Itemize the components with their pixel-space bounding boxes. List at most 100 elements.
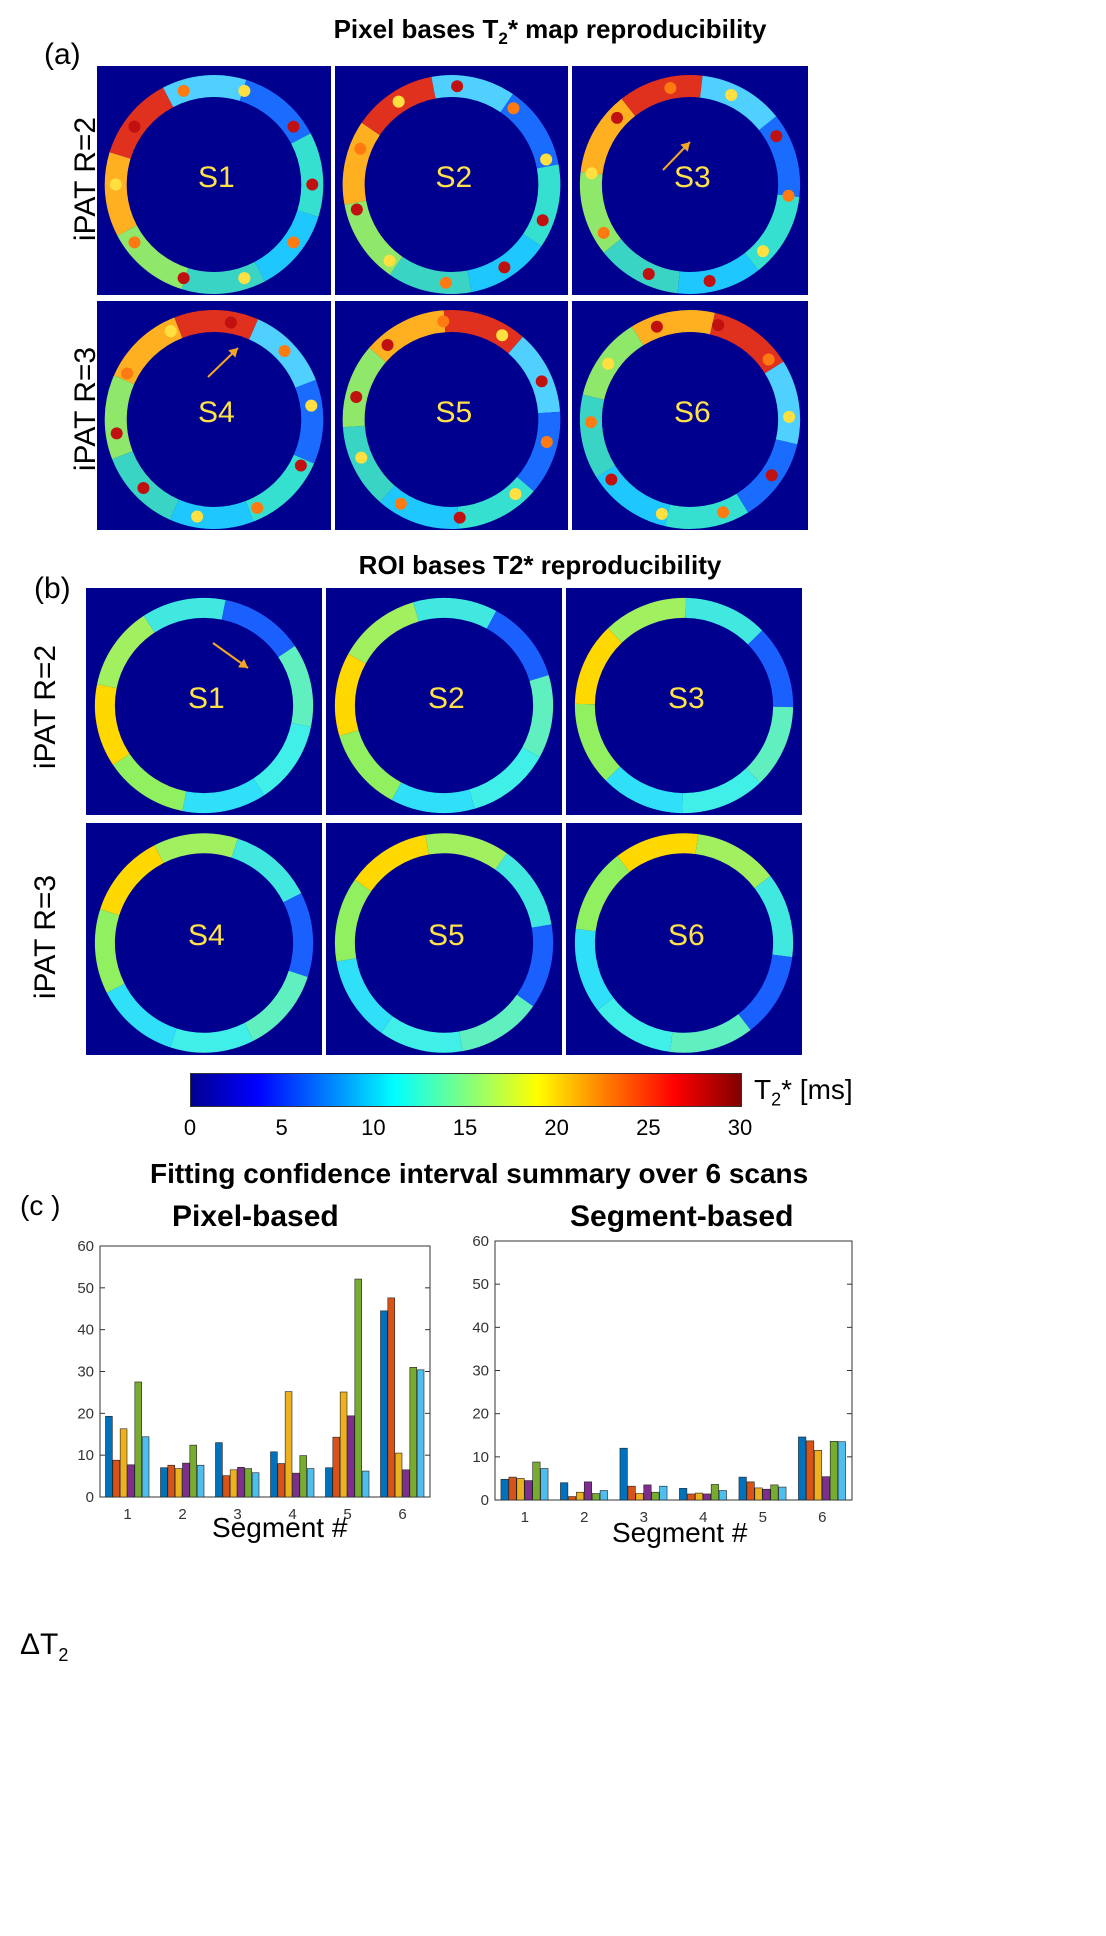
hotspot (137, 482, 150, 495)
ring-segment (221, 600, 295, 658)
hotspot (507, 102, 520, 115)
x-tick-label: 6 (398, 1506, 406, 1523)
tile-label: S3 (668, 681, 705, 715)
colorbar-tick-label: 5 (275, 1115, 288, 1140)
hotspot (451, 80, 464, 93)
ring-segment (699, 75, 777, 131)
tile-label: S4 (188, 919, 225, 952)
panel-c-title: Fitting confidence interval summary over… (150, 1158, 809, 1189)
tile-label: S6 (668, 919, 705, 952)
bar (687, 1493, 696, 1501)
bar (627, 1485, 636, 1501)
ring-segment (112, 450, 180, 520)
bar (679, 1488, 688, 1501)
panel_b-tile-s3: S3 (566, 588, 802, 815)
ring-segment (582, 326, 644, 400)
bar (112, 1459, 120, 1498)
ring-segment (342, 425, 395, 503)
ring-segment (113, 753, 187, 811)
hotspot (354, 142, 367, 155)
hotspot (783, 410, 796, 423)
bar (540, 1468, 549, 1501)
ring-segment (342, 122, 381, 205)
ring-segment (574, 628, 623, 705)
ring-segment (248, 319, 316, 389)
ring-segment (169, 499, 254, 529)
panel_b-tile-s2: S2 (326, 588, 562, 815)
bar (806, 1440, 815, 1501)
hotspot (278, 344, 291, 357)
ring-segment (336, 957, 393, 1033)
bar (237, 1466, 245, 1498)
bar (695, 1492, 704, 1501)
bar (821, 1476, 830, 1501)
ring-segment (117, 225, 189, 290)
ring-segment (684, 597, 763, 645)
bar (354, 1278, 362, 1498)
ring-segment (631, 310, 715, 346)
tile-label: S5 (435, 395, 473, 429)
colorbar-tick-label: 20 (544, 1115, 569, 1140)
bar (718, 1490, 727, 1501)
panel_a-tile-s1: S1 (97, 66, 331, 295)
bar (778, 1486, 787, 1501)
panel-b-row1-label: iPAT R=2 (29, 644, 62, 770)
ring-segment (744, 194, 800, 271)
bar (189, 1444, 197, 1498)
ring-segment (381, 1016, 463, 1053)
y-tick-label: 60 (472, 1235, 489, 1250)
ring-segment (579, 171, 622, 253)
ring-segment (154, 833, 238, 864)
y-tick-label: 10 (472, 1449, 489, 1466)
ring-segment (244, 970, 308, 1041)
ring-segment (575, 856, 630, 932)
y-tick-label: 60 (77, 1240, 94, 1255)
ring-segment (516, 924, 554, 1007)
hotspot (355, 451, 368, 464)
ring-segment (181, 261, 265, 294)
bar (284, 1391, 293, 1498)
bar (599, 1490, 608, 1501)
tile-label: S1 (188, 681, 225, 715)
ring-segment (413, 597, 497, 629)
hotspot (394, 497, 407, 510)
panel-c-ylabel: ΔT2 (20, 1628, 69, 1665)
ring-segment (339, 729, 402, 800)
hotspot (439, 276, 452, 289)
bar (508, 1476, 517, 1501)
panel_a-tile-s5: S5 (335, 301, 568, 530)
hotspot (496, 329, 509, 342)
ring-segment (522, 164, 561, 247)
bar (119, 1428, 128, 1498)
tile-label: S1 (198, 160, 235, 194)
hotspot (128, 236, 141, 249)
ring-segment (745, 706, 794, 783)
hotspot (642, 268, 655, 281)
hotspot (585, 167, 598, 180)
ring-segment (254, 210, 319, 282)
hotspot (611, 111, 624, 124)
bar (416, 1369, 425, 1498)
panel-c-label: (c ) (20, 1190, 61, 1221)
x-tick-label: 6 (818, 1509, 826, 1526)
bar (251, 1472, 260, 1498)
ring-segment (342, 347, 387, 428)
bar (746, 1481, 755, 1501)
ring-segment (580, 98, 636, 175)
bar (635, 1493, 644, 1501)
bar (229, 1469, 238, 1498)
y-tick-label: 40 (77, 1322, 94, 1339)
ring-segment (231, 838, 302, 903)
ring-segment (100, 845, 164, 916)
hotspot (128, 120, 141, 133)
y-tick-label: 30 (472, 1363, 489, 1380)
y-tick-label: 40 (472, 1319, 489, 1336)
ring-segment (677, 252, 759, 294)
hotspot (109, 178, 122, 191)
x-tick-label: 3 (640, 1509, 648, 1526)
ring-segment (109, 87, 174, 159)
ring-segment (170, 1022, 254, 1053)
ring-segment (495, 853, 552, 929)
bar (583, 1481, 592, 1501)
colorbar (190, 1073, 742, 1107)
